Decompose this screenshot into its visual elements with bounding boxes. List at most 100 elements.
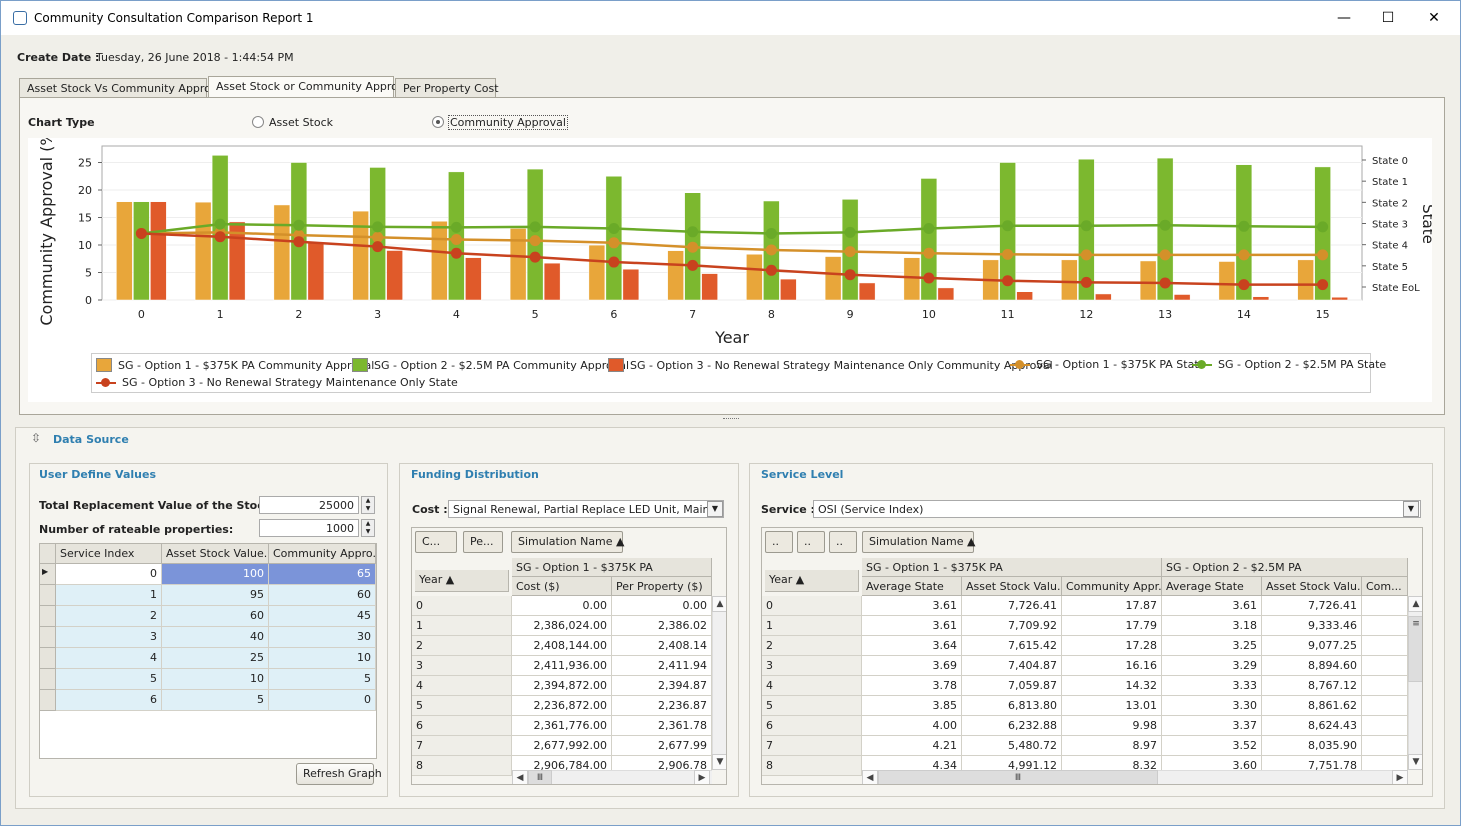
tab-per-property-cost[interactable]: Per Property Cost [395, 78, 499, 98]
grid-cell[interactable]: 60 [269, 585, 376, 606]
tab-asset-stock-vs-community[interactable]: Asset Stock Vs Community Approval [19, 78, 227, 98]
cost-cell[interactable]: 2,411,936.00 [512, 656, 612, 676]
grid-cell[interactable] [1362, 676, 1408, 696]
grid-cell[interactable]: 8,894.60 [1262, 656, 1362, 676]
group-button-1[interactable]: .. [765, 531, 793, 553]
grid-cell[interactable]: 40 [162, 627, 269, 648]
column-header-cost[interactable]: Cost ($) [512, 577, 612, 596]
year-cell[interactable]: 7 [762, 736, 862, 756]
grid-cell[interactable]: 3.25 [1162, 636, 1262, 656]
grid-cell[interactable]: 17.79 [1062, 616, 1162, 636]
vertical-scroll-thumb[interactable]: ≡ [1408, 616, 1422, 682]
per-property-cell[interactable]: 2,361.78 [612, 716, 712, 736]
grid-cell[interactable]: 3.69 [862, 656, 962, 676]
grid-cell[interactable]: 3.78 [862, 676, 962, 696]
grid-cell[interactable]: 16.16 [1062, 656, 1162, 676]
grid-cell[interactable]: 8,035.90 [1262, 736, 1362, 756]
column-header[interactable]: Com... [1362, 577, 1408, 596]
grid-cell[interactable]: 45 [269, 606, 376, 627]
per-property-cell[interactable]: 2,677.99 [612, 736, 712, 756]
refresh-graph-button[interactable]: Refresh Graph [296, 763, 382, 785]
service-dropdown-chevron-icon[interactable]: ▼ [1403, 501, 1419, 517]
year-cell[interactable]: 2 [412, 636, 512, 656]
scroll-down-icon[interactable]: ▼ [712, 754, 726, 770]
maximize-button[interactable]: ☐ [1381, 10, 1395, 26]
group-button-cost[interactable]: C... [415, 531, 457, 553]
column-header-per-property[interactable]: Per Property ($) [612, 577, 712, 596]
year-cell[interactable]: 4 [762, 676, 862, 696]
grid-cell[interactable]: 10 [162, 669, 269, 690]
minimize-button[interactable]: — [1337, 10, 1351, 26]
column-header[interactable]: Community Appro... [269, 544, 376, 564]
group-button-per-property[interactable]: Pe... [463, 531, 503, 553]
grid-cell[interactable]: 13.01 [1062, 696, 1162, 716]
grid-cell[interactable]: 7,615.42 [962, 636, 1062, 656]
rateable-properties-input[interactable]: 1000 [259, 519, 359, 537]
grid-cell[interactable]: 3.61 [862, 596, 962, 616]
grid-cell[interactable]: 3.18 [1162, 616, 1262, 636]
rateable-spin-button[interactable]: ▲ ▼ [361, 519, 375, 537]
grid-cell[interactable]: 9,333.46 [1262, 616, 1362, 636]
grid-cell[interactable] [1362, 696, 1408, 716]
total-spin-button[interactable]: ▲ ▼ [361, 496, 375, 514]
splitter-grip[interactable] [723, 418, 739, 421]
column-header[interactable]: Community Appr... [1062, 577, 1162, 596]
year-cell[interactable]: 1 [762, 616, 862, 636]
grid-cell[interactable]: 3.30 [1162, 696, 1262, 716]
grid-cell[interactable]: 30 [269, 627, 376, 648]
grid-cell[interactable]: 5 [56, 669, 162, 690]
cost-cell[interactable]: 2,677,992.00 [512, 736, 612, 756]
column-header[interactable]: Asset Stock Value... [162, 544, 269, 564]
horizontal-scroll-thumb[interactable]: Ⅲ [878, 770, 1158, 784]
cost-cell[interactable]: 2,361,776.00 [512, 716, 612, 736]
per-property-cell[interactable]: 2,236.87 [612, 696, 712, 716]
grid-cell[interactable]: 5,480.72 [962, 736, 1062, 756]
scroll-left-icon[interactable]: ◀ [512, 770, 528, 784]
grid-cell[interactable]: 3.61 [1162, 596, 1262, 616]
grid-cell[interactable]: 7,709.92 [962, 616, 1062, 636]
cost-cell[interactable]: 2,236,872.00 [512, 696, 612, 716]
grid-cell[interactable]: 65 [269, 564, 376, 585]
column-header[interactable]: Asset Stock Valu... [962, 577, 1062, 596]
grid-cell[interactable]: 3.37 [1162, 716, 1262, 736]
grid-cell[interactable]: 8,861.62 [1262, 696, 1362, 716]
service-select[interactable]: OSI (Service Index) [813, 500, 1421, 518]
group-button-simulation-name[interactable]: Simulation Name ▲ [862, 531, 976, 553]
radio-community-approval-label[interactable]: Community Approval [448, 115, 568, 130]
radio-asset-stock-label[interactable]: Asset Stock [269, 116, 334, 129]
close-button[interactable]: ✕ [1428, 10, 1440, 26]
total-replacement-input[interactable]: 25000 [259, 496, 359, 514]
grid-cell[interactable]: 1 [56, 585, 162, 606]
scroll-left-icon[interactable]: ◀ [862, 770, 878, 784]
grid-cell[interactable]: 6,232.88 [962, 716, 1062, 736]
per-property-cell[interactable]: 2,408.14 [612, 636, 712, 656]
per-property-cell[interactable]: 0.00 [612, 596, 712, 616]
grid-cell[interactable]: 4.00 [862, 716, 962, 736]
grid-cell[interactable] [1362, 656, 1408, 676]
year-cell[interactable]: 6 [412, 716, 512, 736]
grid-cell[interactable]: 6,813.80 [962, 696, 1062, 716]
column-header[interactable]: Average State [862, 577, 962, 596]
column-header[interactable]: Service Index [56, 544, 162, 564]
scroll-right-icon[interactable]: ▶ [1392, 770, 1408, 784]
grid-cell[interactable]: 17.28 [1062, 636, 1162, 656]
scroll-down-icon[interactable]: ▼ [1408, 754, 1422, 770]
cost-cell[interactable]: 0.00 [512, 596, 612, 616]
year-column-header[interactable]: Year ▲ [765, 570, 859, 592]
grid-cell[interactable] [1362, 596, 1408, 616]
grid-cell[interactable]: 7,404.87 [962, 656, 1062, 676]
cost-cell[interactable]: 2,408,144.00 [512, 636, 612, 656]
grid-cell[interactable]: 100 [162, 564, 269, 585]
year-cell[interactable]: 5 [762, 696, 862, 716]
group-button-3[interactable]: .. [829, 531, 857, 553]
scroll-up-icon[interactable]: ▲ [712, 596, 726, 612]
grid-cell[interactable]: 17.87 [1062, 596, 1162, 616]
grid-cell[interactable] [1362, 716, 1408, 736]
grid-cell[interactable]: 3.85 [862, 696, 962, 716]
collapse-icon[interactable]: ⇳ [31, 431, 42, 445]
row-indicator[interactable] [40, 648, 56, 669]
grid-cell[interactable]: 4 [56, 648, 162, 669]
radio-community-approval[interactable] [432, 116, 444, 128]
column-header[interactable]: Average State [1162, 577, 1262, 596]
grid-cell[interactable]: 60 [162, 606, 269, 627]
